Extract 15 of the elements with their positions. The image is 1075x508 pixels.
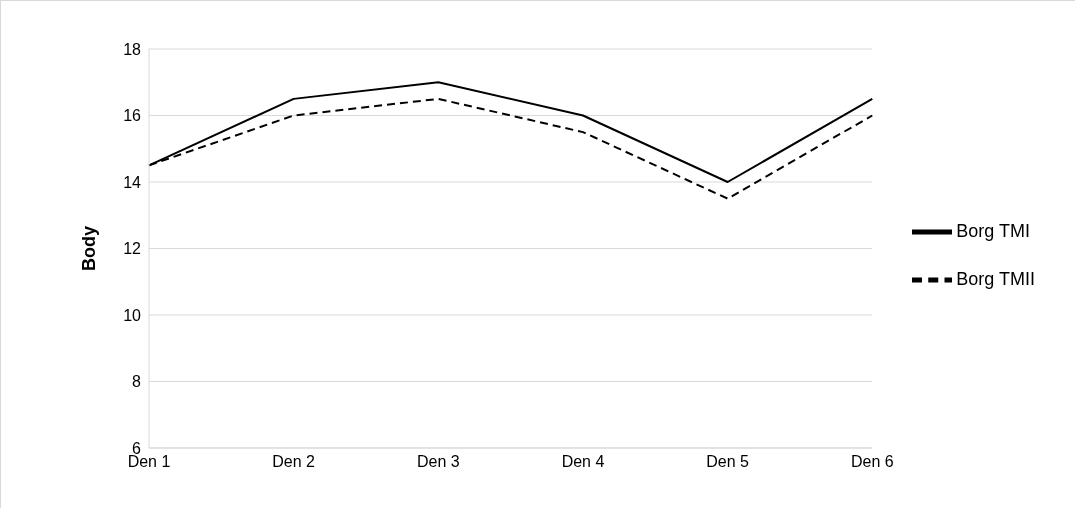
y-tick-label: 18	[123, 40, 142, 58]
x-tick-label: Den 3	[416, 453, 460, 471]
x-tick-label: Den 2	[272, 453, 316, 471]
x-tick-label: Den 4	[561, 453, 605, 471]
y-tick-label: 14	[123, 173, 142, 191]
y-tick-label: 10	[123, 306, 142, 324]
legend-label: Borg TMI	[956, 220, 1030, 241]
x-tick-label: Den 5	[706, 453, 750, 471]
y-tick-label: 8	[132, 373, 142, 391]
x-tick-label: Den 6	[850, 453, 894, 471]
x-tick-label: Den 1	[127, 453, 171, 471]
y-tick-label: 12	[123, 240, 142, 258]
y-axis-title: Body	[79, 226, 100, 271]
legend-label: Borg TMII	[956, 268, 1035, 289]
y-tick-label: 16	[123, 107, 142, 125]
